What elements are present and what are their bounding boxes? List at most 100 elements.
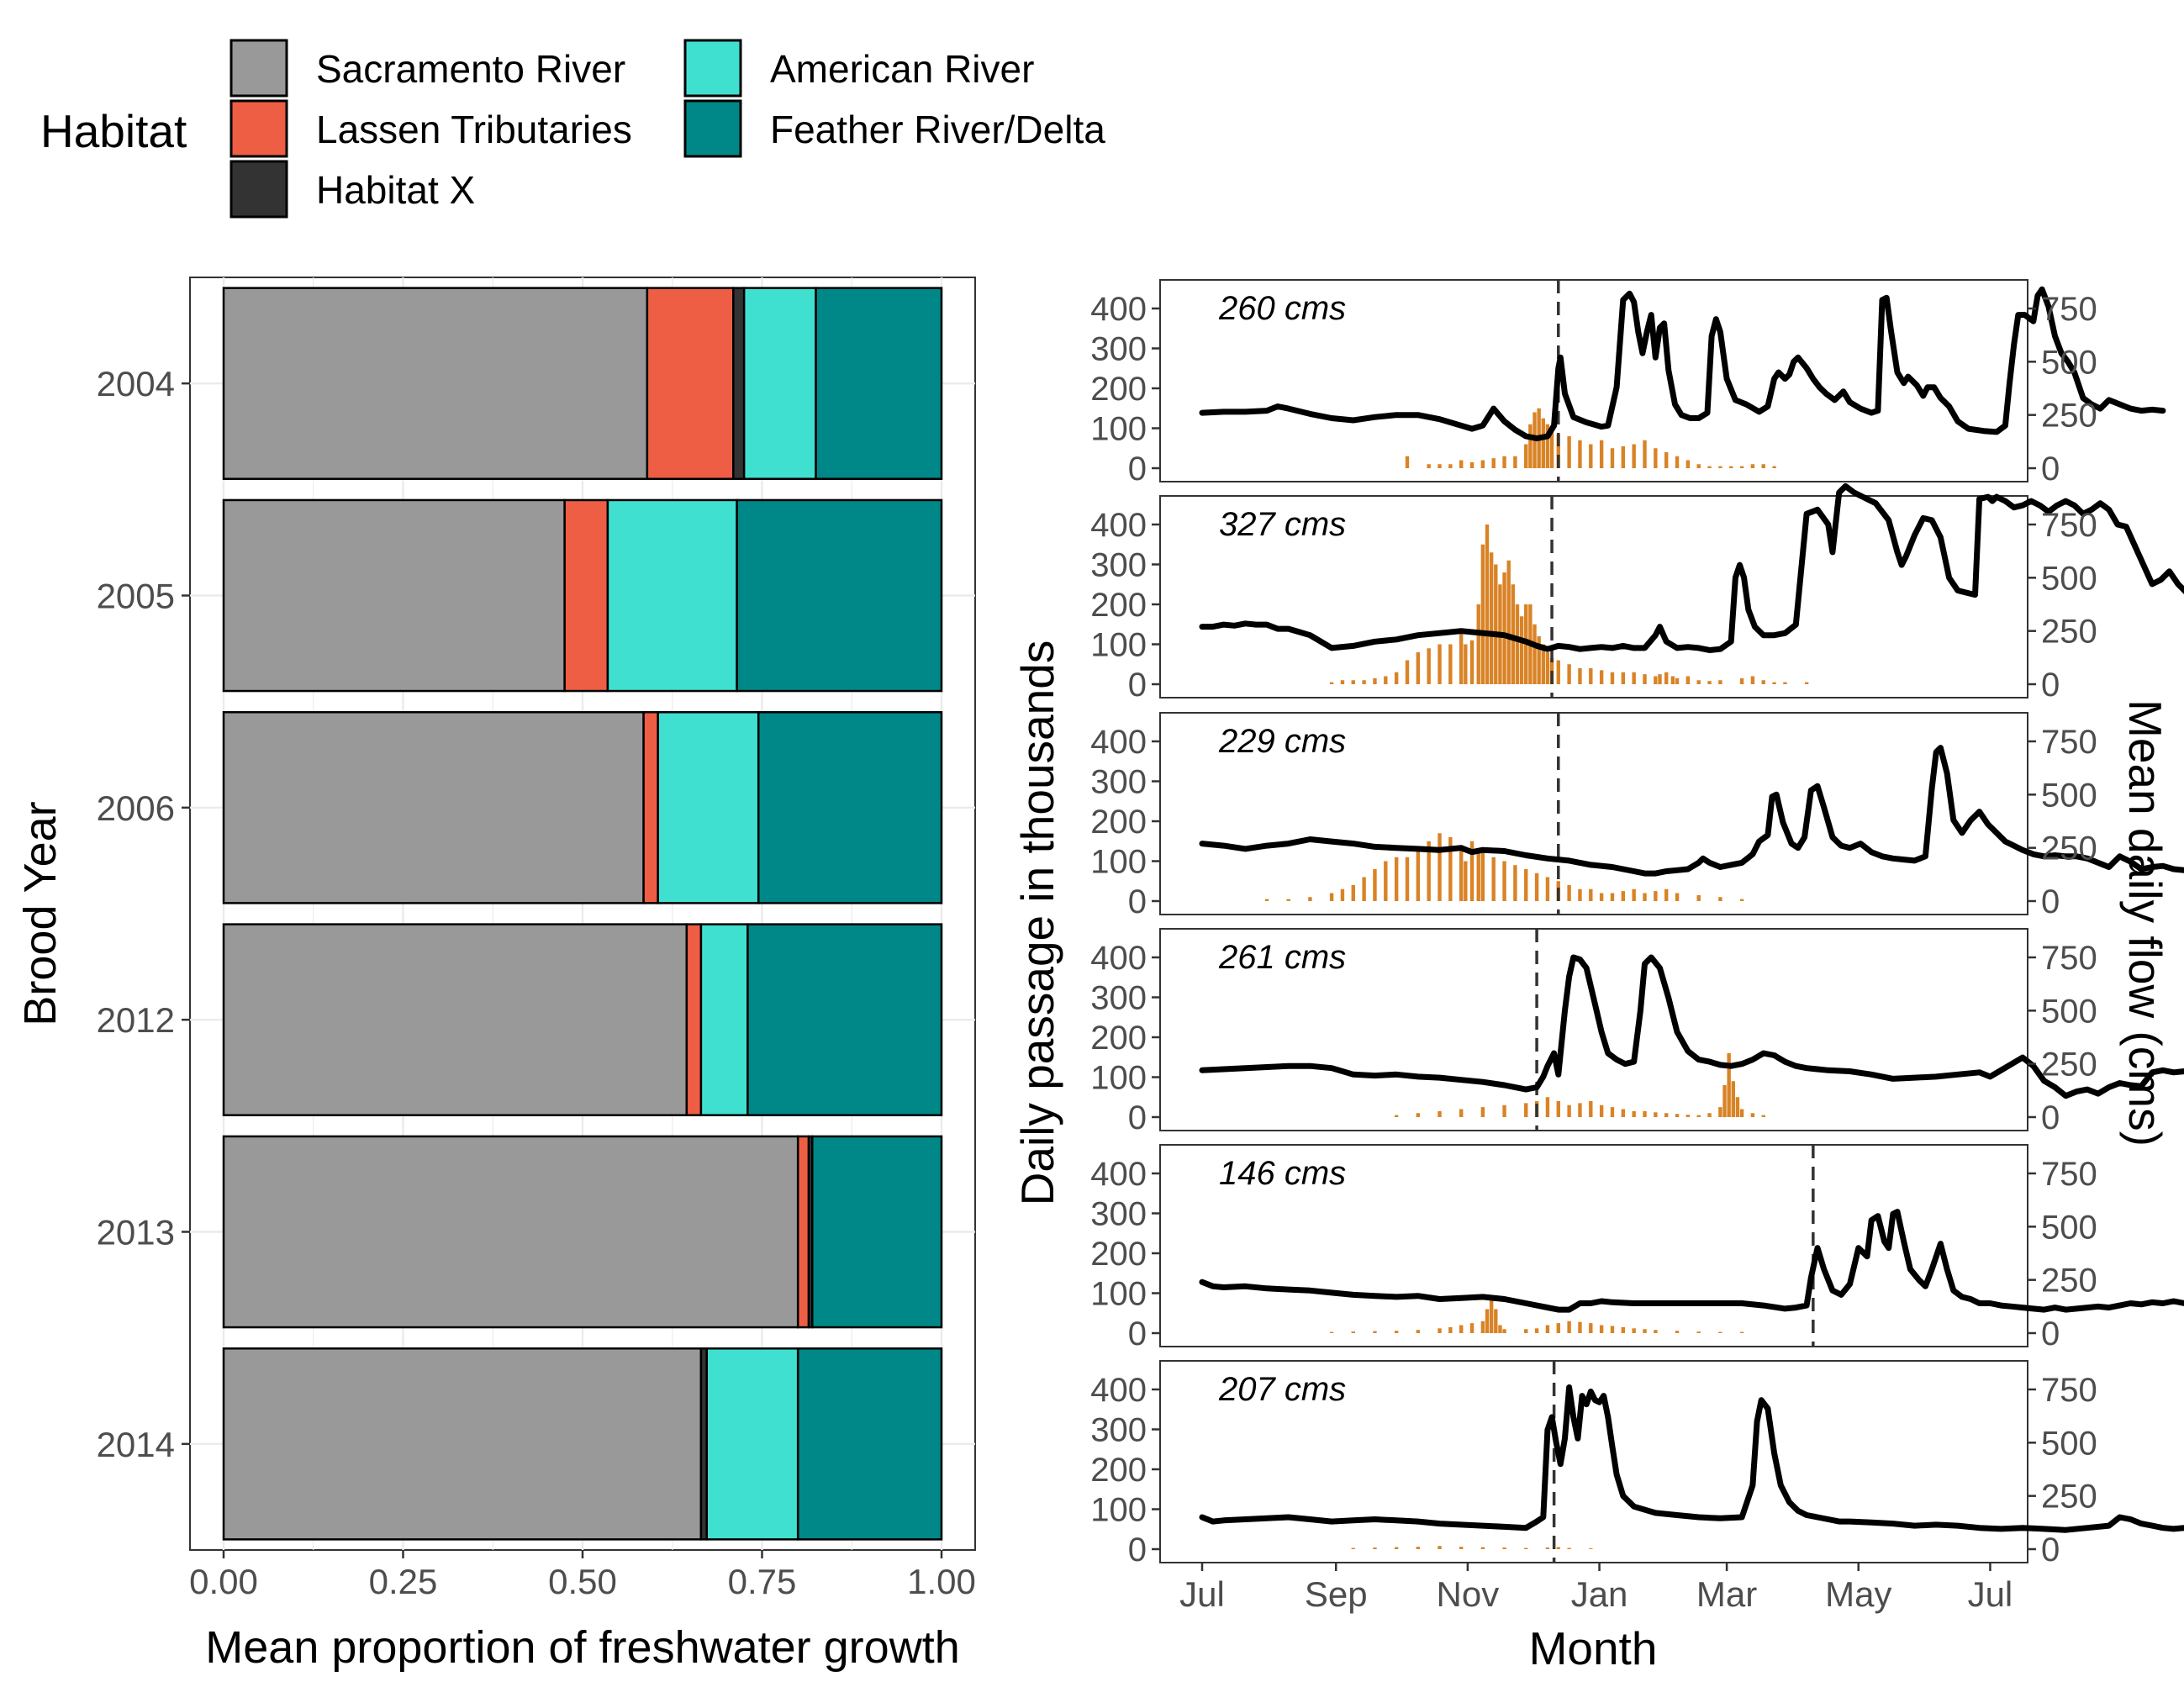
flow-y2-tick-label: 500 [2041,777,2097,814]
passage-bar [1664,888,1669,901]
passage-bar [1696,1115,1701,1117]
passage-bar [1524,1547,1528,1549]
passage-bar [1427,648,1431,684]
bar-2004-3 [742,287,817,480]
passage-bar [1459,1547,1464,1549]
passage-bar [1394,1331,1399,1333]
flow-x-tick-label: Jan [1571,1574,1628,1614]
passage-bar [1578,1103,1582,1117]
passage-y-tick-label: 200 [1090,804,1147,841]
legend-key-3 [683,39,742,98]
passage-bar [1524,444,1528,468]
passage-bar [1480,1107,1485,1117]
passage-bar [1589,1323,1593,1333]
bar-y-tick-label: 2004 [97,364,175,403]
passage-bar [1727,1053,1731,1117]
legend-title: Habitat [40,105,187,157]
passage-bar [1599,893,1604,901]
passage-bar [1707,466,1712,468]
passage-bar [1476,849,1480,901]
passage-bar [1329,682,1334,684]
bar-2004-2 [732,287,746,480]
passage-bars [1329,1297,1744,1333]
passage-y-tick-label: 100 [1090,411,1147,448]
passage-bar [1459,460,1464,468]
bar-2005-3 [606,498,738,693]
passage-bar [1696,894,1701,901]
passage-bar [1405,660,1410,684]
passage-bar [1416,1330,1421,1333]
passage-bar [1707,681,1712,684]
flow-y2-tick-label: 250 [2041,1479,2097,1516]
passage-bar [1643,440,1647,468]
passage-bar [1643,1329,1647,1333]
passage-bar [1750,1113,1755,1117]
flow-line [1199,286,2166,441]
passage-bar [1567,436,1571,468]
passage-bar [1718,680,1722,684]
passage-bar [1643,893,1647,901]
flow-y2-tick-label: 0 [2041,451,2060,488]
bar-2006-3 [657,711,760,904]
passage-bar [1485,1309,1490,1333]
passage-bar [1549,432,1554,468]
passage-bar [1469,1323,1474,1333]
passage-bar [1556,1547,1560,1549]
passage-bar [1502,861,1506,901]
bar-2005-0 [222,498,566,693]
flow-y2-tick-label: 750 [2041,291,2097,328]
passage-bar [1567,885,1571,901]
passage-y-tick-label: 100 [1090,1492,1147,1529]
passage-bar [1416,652,1421,684]
passage-bar [1394,672,1399,684]
flow-line [1199,1209,2184,1313]
passage-bar [1340,888,1345,901]
flow-y2-tick-label: 250 [2041,1046,2097,1083]
bar-2013-0 [222,1135,799,1329]
passage-bar [1308,897,1312,901]
passage-bar [1632,444,1636,468]
passage-bar [1502,456,1506,468]
passage-bar [1362,680,1366,684]
passage-bar [1494,564,1498,684]
passage-bar [1610,893,1615,901]
passage-bar [1578,888,1582,901]
passage-bar [1515,604,1520,684]
flow-y2-tick-label: 0 [2041,1099,2060,1136]
passage-bar [1502,1329,1506,1333]
passage-bar [1643,674,1647,684]
passage-bar [1545,1325,1550,1333]
bar-y-tick-label: 2005 [97,577,175,616]
passage-bar [1621,445,1626,468]
flow-line [1199,1384,2184,1533]
passage-bar [1329,1331,1334,1333]
passage-y-tick-label: 0 [1128,883,1147,920]
legend-key-1 [229,99,288,158]
passage-bar [1621,672,1626,684]
legend-key-0 [229,39,288,98]
flow-y2-tick-label: 0 [2041,667,2060,704]
passage-bar [1599,1104,1604,1117]
passage-y-tick-label: 300 [1090,1196,1147,1233]
passage-bar [1610,1326,1615,1333]
flow-x-axis-label: Month [1529,1622,1658,1674]
flow-y2-tick-label: 750 [2041,940,2097,977]
passage-y-tick-label: 200 [1090,1452,1147,1489]
passage-y-tick-label: 300 [1090,764,1147,801]
passage-bar [1654,891,1658,901]
passage-bar [1416,1113,1421,1117]
flow-y2-tick-label: 500 [2041,1425,2097,1462]
bar-2014-4 [796,1347,943,1541]
passage-bar [1502,1547,1506,1549]
passage-bar [1384,676,1388,684]
passage-bar [1707,1113,1712,1117]
passage-y-tick-label: 400 [1090,1156,1147,1193]
passage-y-tick-label: 200 [1090,1020,1147,1057]
flow-y-axis-label: Daily passage in thousands [1011,641,1063,1206]
bar-2013-1 [796,1135,810,1329]
passage-bar [1589,668,1593,684]
flow-y2-tick-label: 0 [2041,883,2060,920]
passage-bar [1405,857,1410,901]
passage-bars [1351,1546,1593,1549]
passage-bar [1654,1330,1658,1333]
